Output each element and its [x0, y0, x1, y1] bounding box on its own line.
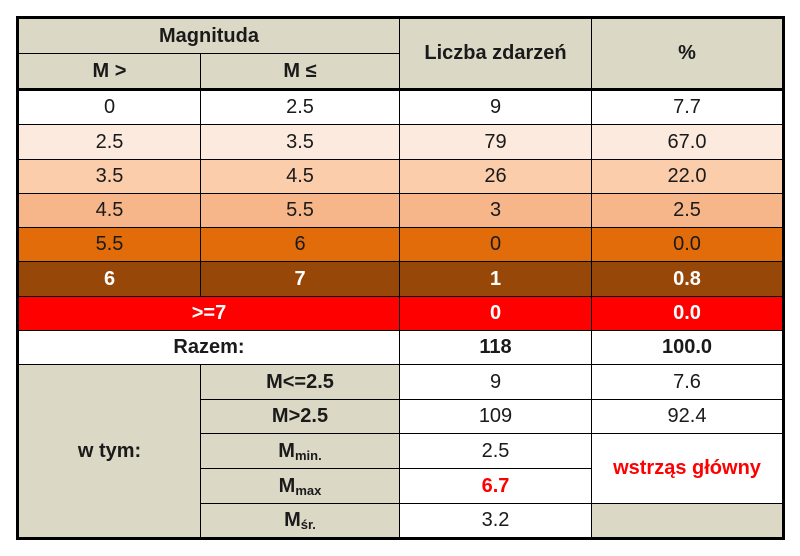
cell-m-gt: 3.5: [17, 159, 201, 194]
cell-m-gt: 6: [17, 261, 201, 297]
table-row: 2.5 3.5 79 67.0: [17, 124, 784, 160]
breakdown-row-mmax: Mmax 6.7: [18, 468, 784, 504]
header-m-gt: M >: [17, 53, 201, 90]
table-row: 0 2.5 9 7.7: [17, 88, 784, 125]
msr-sub: śr.: [300, 517, 316, 532]
breakdown-label: w tym:: [17, 364, 201, 539]
header-count: Liczba zdarzeń: [399, 17, 592, 90]
cell-m-le: 4.5: [200, 159, 400, 194]
msr-label: Mśr.: [200, 503, 400, 539]
magnitude-table: Magnituda Liczba zdarzeń % M > M ≤ 0 2.5…: [16, 16, 785, 540]
breakdown-row-msr: Mśr. 3.2: [18, 503, 784, 539]
total-count: 118: [399, 330, 592, 365]
cell-m-le: 6: [200, 227, 400, 262]
total-row: Razem: 118 100.0: [17, 330, 784, 365]
le25-percent: 7.6: [591, 364, 784, 400]
mmax-base: M: [278, 474, 296, 497]
mmin-label: Mmin.: [200, 433, 400, 469]
gt25-percent: 92.4: [591, 399, 784, 434]
cell-m-le: 2.5: [200, 88, 400, 125]
msr-value: 3.2: [399, 503, 592, 539]
cell-ge7-label: >=7: [17, 296, 400, 331]
breakdown-row-gt25: M>2.5 109 92.4: [18, 399, 784, 434]
cell-m-le: 7: [200, 261, 400, 297]
gt25-label: M>2.5: [200, 399, 400, 434]
table-row: 5.5 6 0 0.0: [17, 227, 784, 262]
table-row-ge7: >=7 0 0.0: [17, 296, 784, 331]
mmax-sub: max: [295, 482, 322, 498]
cell-count: 1: [399, 261, 592, 297]
total-label: Razem:: [17, 330, 400, 365]
breakdown-row-le25: w tym: M<=2.5 9 7.6: [17, 364, 784, 539]
header-magnituda: Magnituda: [17, 17, 400, 54]
total-percent: 100.0: [591, 330, 784, 365]
header-percent: %: [591, 17, 784, 90]
cell-percent: 2.5: [591, 193, 784, 228]
empty-cell: [591, 503, 784, 539]
gt25-count: 109: [399, 399, 592, 434]
mmin-sub: min.: [294, 447, 322, 463]
cell-m-le: 5.5: [200, 193, 400, 228]
cell-percent: 0.0: [591, 296, 784, 331]
cell-count: 26: [399, 159, 592, 194]
cell-m-le: 3.5: [200, 124, 400, 160]
main-shock-note: wstrząs główny: [591, 433, 784, 504]
cell-m-gt: 5.5: [17, 227, 201, 262]
le25-label: M<=2.5: [200, 364, 400, 400]
cell-percent: 0.8: [591, 261, 784, 297]
table-row: 4.5 5.5 3 2.5: [17, 193, 784, 228]
cell-count: 9: [399, 88, 592, 125]
table-row: 3.5 4.5 26 22.0: [17, 159, 784, 194]
cell-m-gt: 0: [17, 88, 201, 125]
cell-count: 3: [399, 193, 592, 228]
msr-base: M: [284, 509, 301, 531]
mmin-value: 2.5: [399, 433, 592, 469]
cell-count: 0: [399, 296, 592, 331]
cell-percent: 67.0: [591, 124, 784, 160]
mmax-value: 6.7: [399, 468, 592, 504]
header-row-1: Magnituda Liczba zdarzeń %: [17, 17, 784, 90]
cell-m-gt: 2.5: [17, 124, 201, 160]
cell-percent: 0.0: [591, 227, 784, 262]
cell-count: 79: [399, 124, 592, 160]
cell-count: 0: [399, 227, 592, 262]
mmin-base: M: [278, 439, 295, 462]
le25-count: 9: [399, 364, 592, 400]
header-row-2: M > M ≤: [17, 53, 784, 90]
cell-m-gt: 4.5: [17, 193, 201, 228]
mmax-label: Mmax: [200, 468, 400, 504]
header-m-le: M ≤: [200, 53, 400, 90]
table-row: 6 7 1 0.8: [17, 261, 784, 297]
cell-percent: 7.7: [591, 88, 784, 125]
breakdown-row-mmin: Mmin. 2.5 wstrząs główny: [18, 433, 784, 504]
cell-percent: 22.0: [591, 159, 784, 194]
